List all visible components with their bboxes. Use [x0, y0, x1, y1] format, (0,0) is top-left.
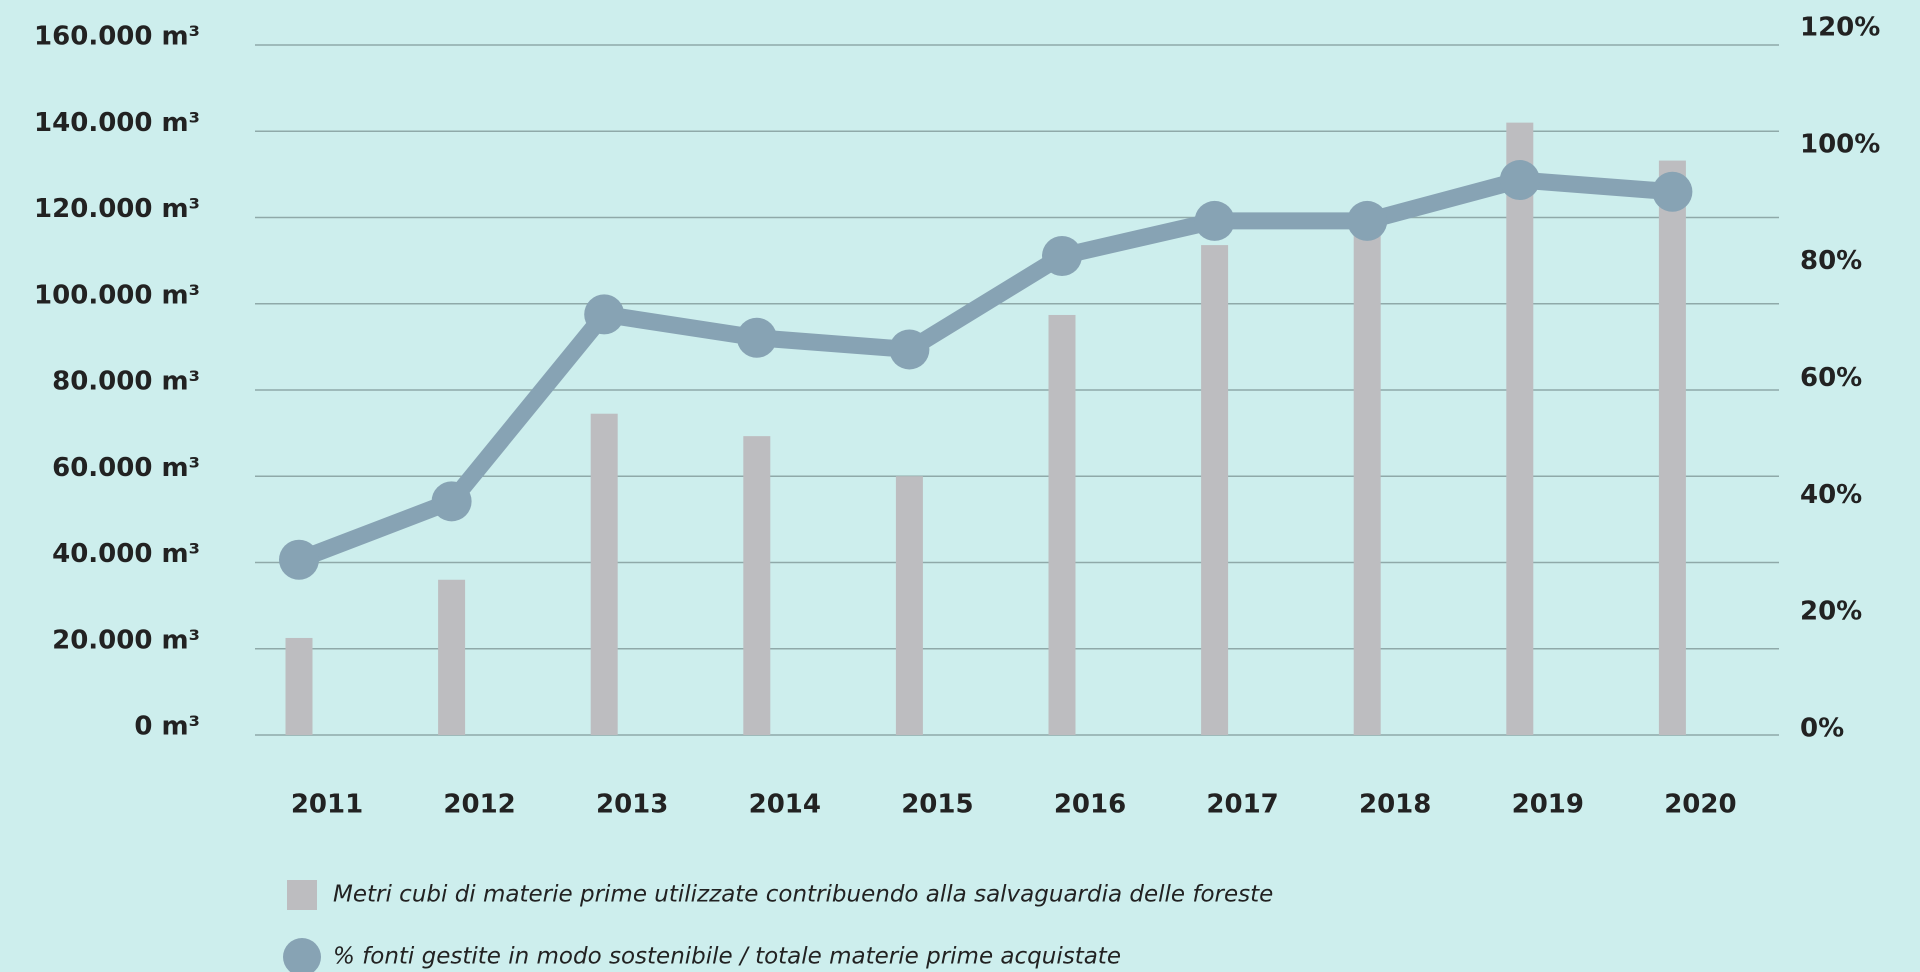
bar — [1201, 245, 1229, 735]
x-tick-label: 2011 — [291, 790, 363, 820]
bar — [1353, 226, 1381, 735]
y-tick-label: 40.000 m³ — [52, 539, 200, 569]
y-tick-label: 20.000 m³ — [52, 625, 200, 655]
legend-swatch — [287, 880, 317, 910]
line-marker — [1042, 235, 1082, 276]
bar — [1048, 314, 1076, 735]
x-tick-label: 2020 — [1664, 790, 1736, 820]
bar — [1506, 122, 1534, 735]
line-marker — [584, 294, 625, 335]
y2-tick-label: 20% — [1800, 597, 1862, 627]
x-tick-label: 2015 — [901, 790, 973, 820]
bar — [743, 436, 771, 735]
line-marker — [1194, 200, 1235, 241]
x-tick-label: 2012 — [443, 790, 515, 820]
y-tick-label: 100.000 m³ — [34, 280, 200, 310]
legend-label: % fonti gestite in modo sostenibile / to… — [333, 944, 1121, 970]
y-tick-label: 60.000 m³ — [52, 453, 200, 483]
bar — [438, 579, 466, 735]
y2-tick-label: 60% — [1800, 363, 1862, 393]
line-marker — [279, 539, 319, 580]
bar — [1658, 160, 1686, 735]
legend-swatch — [283, 938, 321, 972]
y-tick-label: 0 m³ — [134, 712, 200, 742]
y-tick-label: 120.000 m³ — [34, 194, 200, 224]
x-tick-label: 2018 — [1359, 790, 1431, 820]
x-tick-label: 2014 — [749, 790, 821, 820]
line — [295, 171, 1674, 568]
x-tick-label: 2019 — [1512, 790, 1584, 820]
line-marker — [1499, 160, 1540, 201]
y-tick-label: 80.000 m³ — [52, 367, 200, 397]
x-tick-label: 2017 — [1206, 790, 1278, 820]
x-tick-label: 2016 — [1054, 790, 1126, 820]
legend-label: Metri cubi di materie prime utilizzate c… — [333, 882, 1273, 908]
y2-tick-label: 40% — [1800, 480, 1862, 510]
y-tick-label: 140.000 m³ — [34, 108, 200, 138]
y2-tick-label: 80% — [1800, 246, 1862, 276]
x-tick-label: 2013 — [596, 790, 668, 820]
bar — [590, 413, 618, 735]
y2-tick-label: 100% — [1800, 129, 1880, 159]
line-marker — [889, 329, 930, 370]
y-tick-label: 160.000 m³ — [34, 22, 200, 52]
line-marker — [736, 317, 777, 358]
line-marker — [1347, 200, 1388, 241]
bar — [895, 476, 923, 735]
line-marker — [1652, 171, 1693, 212]
y2-tick-label: 0% — [1800, 714, 1844, 744]
bar — [285, 637, 313, 735]
line-marker — [431, 481, 472, 522]
y2-tick-label: 120% — [1800, 13, 1880, 43]
